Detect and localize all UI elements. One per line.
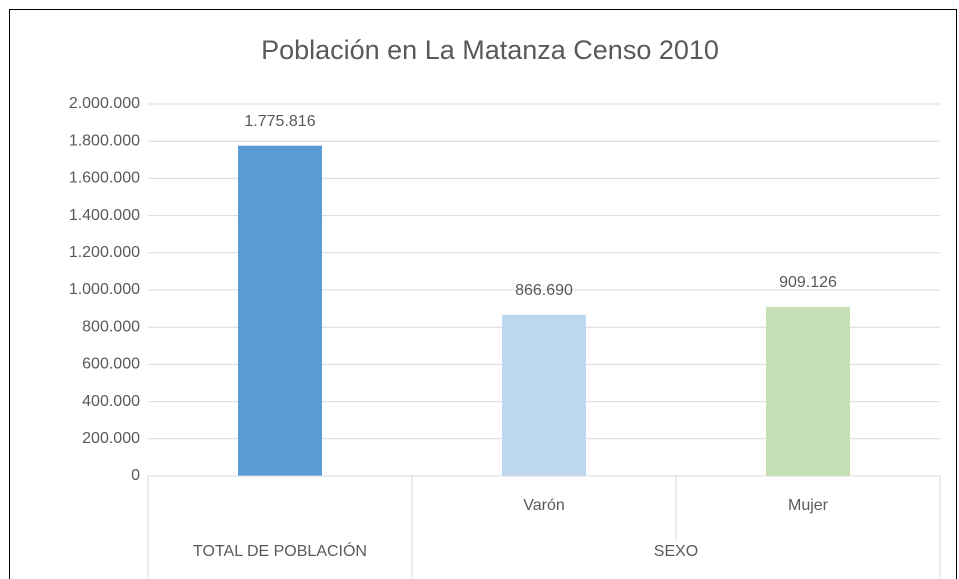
y-tick-label: 1.800.000 — [69, 132, 140, 149]
y-tick-label: 1.000.000 — [69, 281, 140, 298]
y-tick-label: 1.400.000 — [69, 207, 140, 224]
chart-frame — [9, 9, 957, 579]
y-tick-label: 600.000 — [82, 356, 140, 373]
y-tick-label: 1.600.000 — [69, 170, 140, 187]
y-tick-label: 2.000.000 — [69, 95, 140, 112]
bar — [238, 145, 322, 476]
data-label: 866.690 — [515, 282, 573, 299]
y-tick-label: 400.000 — [82, 393, 140, 410]
group-label: TOTAL DE POBLACIÓN — [193, 541, 367, 560]
x-tick-label: Varón — [523, 497, 565, 514]
y-tick-label: 200.000 — [82, 430, 140, 447]
bar — [766, 306, 850, 476]
data-label: 1.775.816 — [244, 113, 315, 130]
y-tick-label: 800.000 — [82, 318, 140, 335]
chart-title: Población en La Matanza Censo 2010 — [261, 35, 719, 65]
y-tick-label: 0 — [131, 467, 140, 484]
y-tick-label: 1.200.000 — [69, 244, 140, 261]
bar — [502, 314, 586, 476]
group-label: SEXO — [654, 543, 698, 560]
x-tick-label: Mujer — [788, 497, 829, 514]
data-label: 909.126 — [779, 274, 837, 291]
